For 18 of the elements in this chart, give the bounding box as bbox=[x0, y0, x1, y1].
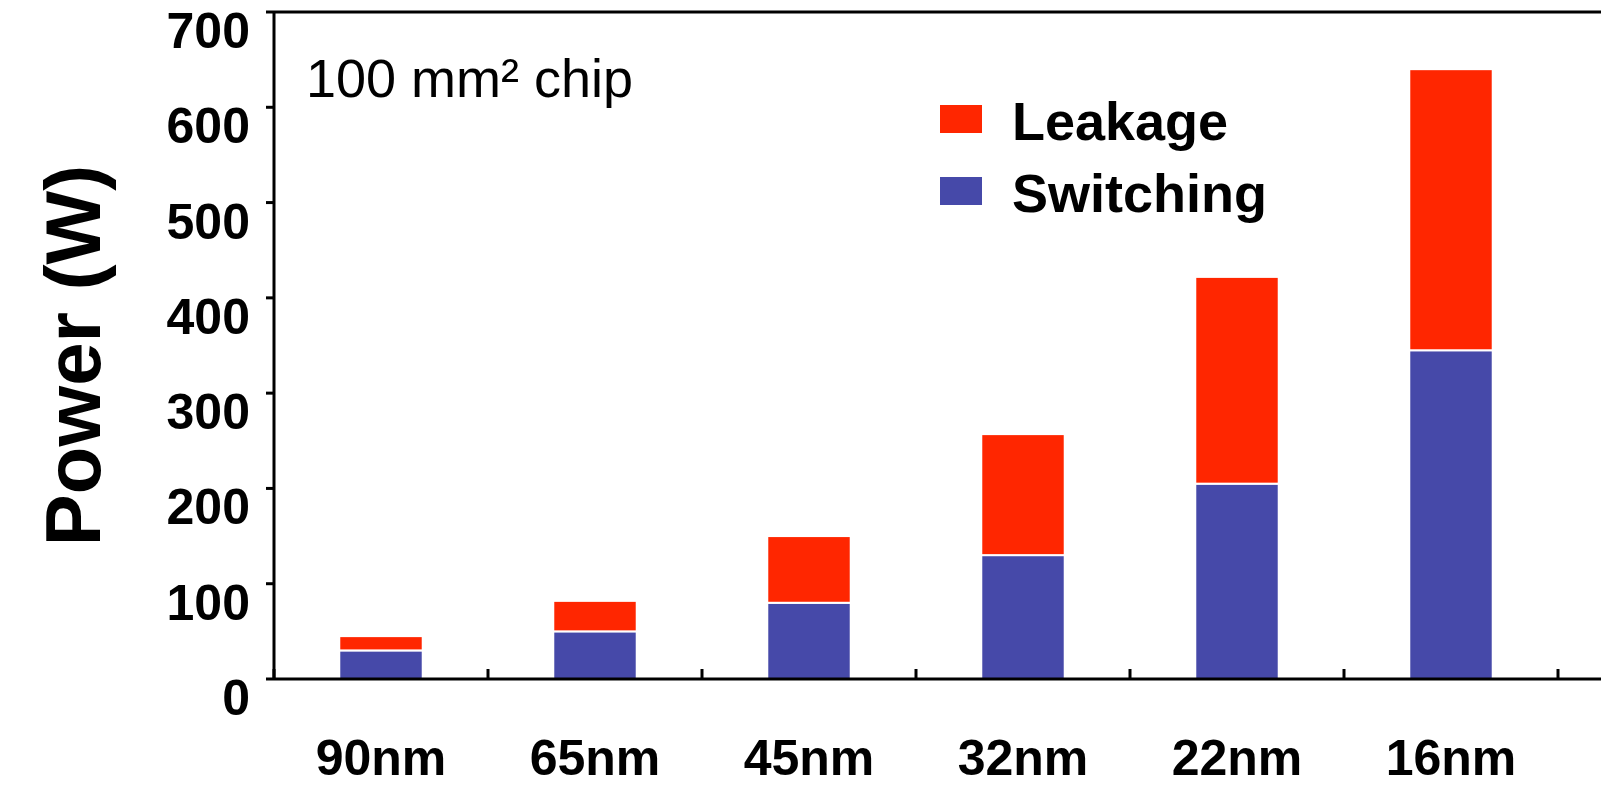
y-tick-label: 300 bbox=[166, 384, 250, 441]
x-tick-label: 32nm bbox=[957, 730, 1089, 786]
y-tick-label: 700 bbox=[166, 3, 250, 59]
y-tick-label: 100 bbox=[166, 574, 250, 631]
x-tick-label: 16nm bbox=[1385, 730, 1517, 786]
y-axis-title: Power (W) bbox=[29, 164, 117, 547]
legend-label: Leakage bbox=[1012, 91, 1229, 151]
x-tick-label: 45nm bbox=[743, 730, 875, 786]
annotation: 100 mm² chip bbox=[306, 48, 634, 108]
x-tick-label: 22nm bbox=[1171, 730, 1303, 786]
y-tick-label: 600 bbox=[166, 98, 250, 155]
y-tick-label: 0 bbox=[222, 670, 250, 726]
x-tick-label: 90nm bbox=[315, 730, 447, 786]
y-tick-label: 500 bbox=[166, 193, 250, 250]
legend-label: Switching bbox=[1012, 163, 1267, 223]
x-tick-label: 65nm bbox=[529, 730, 661, 786]
y-tick-label: 400 bbox=[166, 288, 250, 345]
y-tick-label: 200 bbox=[166, 479, 250, 536]
